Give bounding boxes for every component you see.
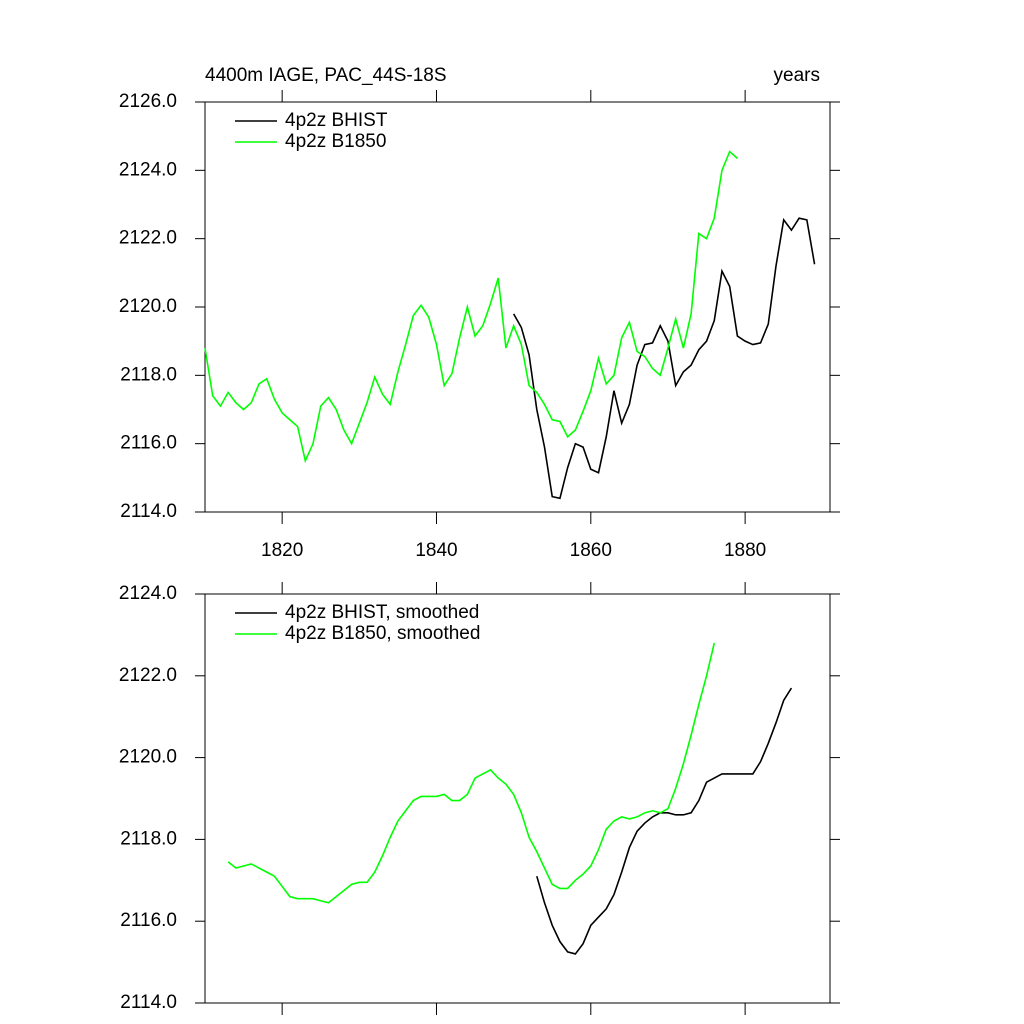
y-tick-label: 2120.0 <box>119 747 177 768</box>
y-tick-label: 2116.0 <box>120 910 177 931</box>
series-line <box>227 642 716 904</box>
legend-label: 4p2z B1850 <box>285 131 386 152</box>
x-tick-label: 1840 <box>415 540 457 561</box>
legend-label: 4p2z BHIST, smoothed <box>285 602 479 623</box>
x-tick-label: 1880 <box>724 540 766 561</box>
y-tick-label: 2122.0 <box>119 665 177 686</box>
y-tick-label: 2118.0 <box>120 364 177 385</box>
chart-right-title: years <box>774 65 820 86</box>
x-tick-label: 1860 <box>570 540 612 561</box>
plot-frame <box>204 593 831 1004</box>
x-tick-label: 1820 <box>261 540 303 561</box>
series-line <box>204 150 738 464</box>
chart-title: 4400m IAGE, PAC_44S-18S <box>205 65 447 86</box>
legend-label: 4p2z B1850, smoothed <box>285 623 480 644</box>
y-tick-label: 2126.0 <box>119 91 177 112</box>
y-tick-label: 2124.0 <box>119 583 177 604</box>
y-tick-label: 2122.0 <box>119 228 177 249</box>
y-tick-label: 2120.0 <box>119 296 177 317</box>
y-tick-label: 2116.0 <box>120 433 177 454</box>
legend-label: 4p2z BHIST <box>285 110 388 131</box>
y-tick-label: 2114.0 <box>120 992 177 1013</box>
y-tick-label: 2124.0 <box>119 159 177 180</box>
y-tick-label: 2118.0 <box>120 828 177 849</box>
y-tick-label: 2114.0 <box>120 501 177 522</box>
series-line <box>512 217 816 500</box>
series-line <box>536 687 793 955</box>
plot-frame <box>204 101 831 513</box>
